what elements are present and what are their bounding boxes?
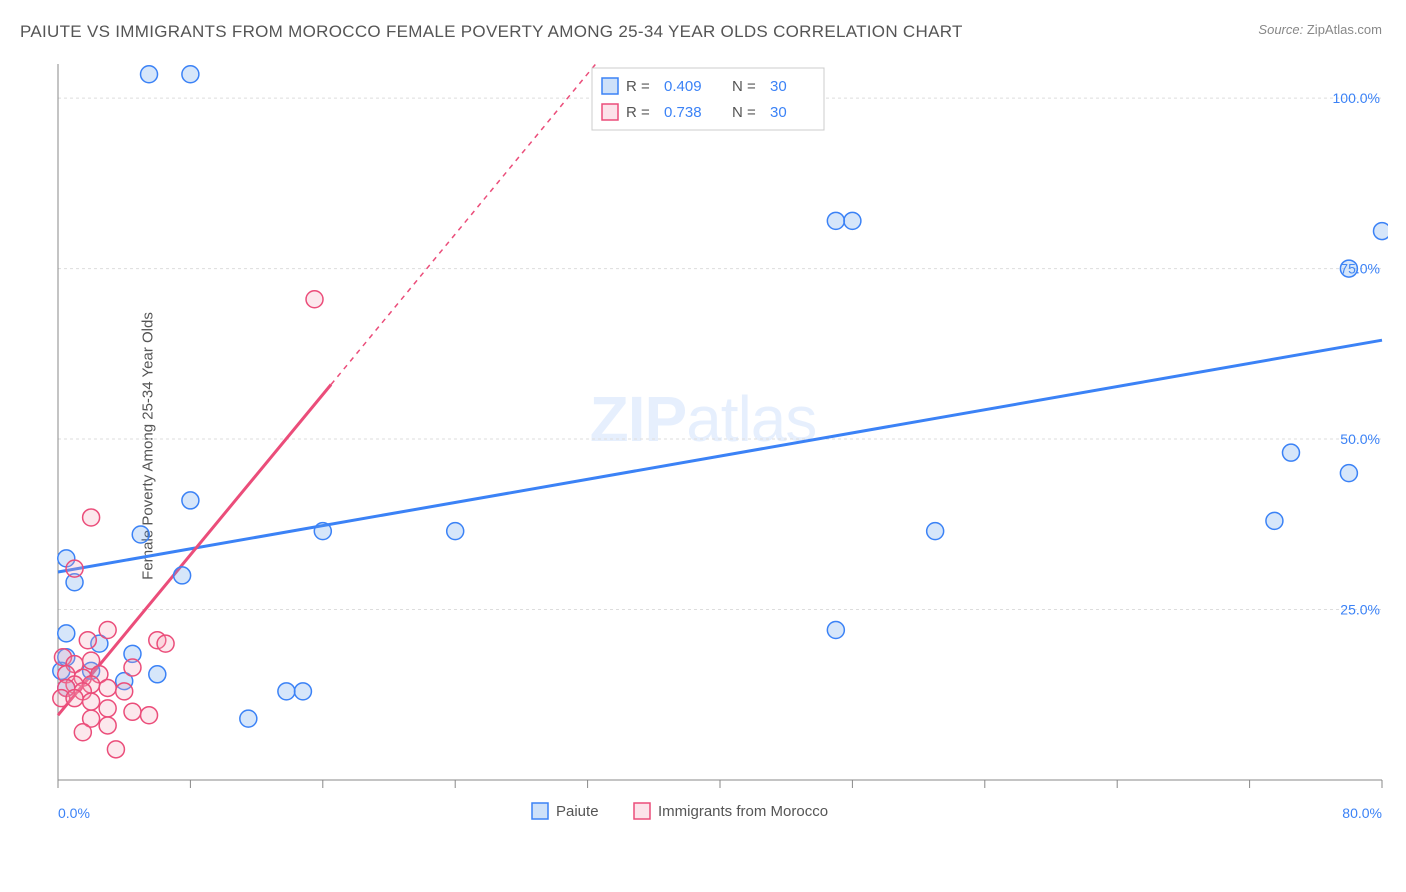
data-point [844, 212, 861, 229]
data-point [157, 635, 174, 652]
data-point [83, 509, 100, 526]
trend-line-dashed [331, 64, 596, 384]
legend-r-label: R = [626, 104, 650, 121]
data-point [107, 741, 124, 758]
data-point [278, 683, 295, 700]
data-point [99, 679, 116, 696]
y-tick-label: 100.0% [1333, 90, 1380, 106]
y-tick-label: 25.0% [1340, 602, 1380, 618]
data-point [182, 66, 199, 83]
chart-title: PAIUTE VS IMMIGRANTS FROM MOROCCO FEMALE… [20, 22, 963, 42]
data-point [132, 526, 149, 543]
x-tick-label: 80.0% [1342, 805, 1382, 821]
data-point [141, 66, 158, 83]
data-point [240, 710, 257, 727]
bottom-legend: Paiute Immigrants from Morocco [532, 803, 828, 820]
legend-swatch [634, 803, 650, 819]
data-point [99, 700, 116, 717]
data-point [141, 707, 158, 724]
data-point [447, 523, 464, 540]
data-point [306, 291, 323, 308]
data-point [124, 659, 141, 676]
data-point [1374, 223, 1389, 240]
source-attribution: Source: ZipAtlas.com [1258, 22, 1382, 37]
legend-n-value: 30 [770, 78, 787, 95]
source-label: Source: [1258, 22, 1303, 37]
legend-n-label: N = [732, 78, 756, 95]
plot-area: 0.0%80.0%25.0%50.0%75.0%100.0%R =0.409N … [52, 60, 1388, 828]
legend-swatch [602, 78, 618, 94]
legend-n-label: N = [732, 104, 756, 121]
legend-n-value: 30 [770, 104, 787, 121]
data-point [1340, 465, 1357, 482]
data-point [66, 560, 83, 577]
data-point [1340, 260, 1357, 277]
data-point [124, 703, 141, 720]
y-tick-label: 50.0% [1340, 431, 1380, 447]
legend-r-label: R = [626, 78, 650, 95]
data-point [99, 717, 116, 734]
data-point [66, 690, 83, 707]
source-value: ZipAtlas.com [1307, 22, 1382, 37]
legend-swatch [602, 104, 618, 120]
data-point [149, 666, 166, 683]
data-point [827, 212, 844, 229]
x-tick-label: 0.0% [58, 805, 90, 821]
data-point [58, 625, 75, 642]
chart-container: PAIUTE VS IMMIGRANTS FROM MOROCCO FEMALE… [0, 0, 1406, 892]
data-point [79, 632, 96, 649]
legend-r-value: 0.409 [664, 78, 702, 95]
data-point [314, 523, 331, 540]
legend-r-value: 0.738 [664, 104, 702, 121]
data-point [1282, 444, 1299, 461]
data-point [99, 621, 116, 638]
data-point [74, 724, 91, 741]
legend-label: Paiute [556, 803, 599, 820]
chart-svg: 0.0%80.0%25.0%50.0%75.0%100.0%R =0.409N … [52, 60, 1388, 828]
data-point [182, 492, 199, 509]
data-point [116, 683, 133, 700]
legend-swatch [532, 803, 548, 819]
data-point [83, 693, 100, 710]
data-point [827, 621, 844, 638]
data-point [174, 567, 191, 584]
data-point [294, 683, 311, 700]
trend-line [58, 340, 1382, 572]
legend-label: Immigrants from Morocco [658, 803, 828, 820]
data-point [927, 523, 944, 540]
data-point [1266, 512, 1283, 529]
